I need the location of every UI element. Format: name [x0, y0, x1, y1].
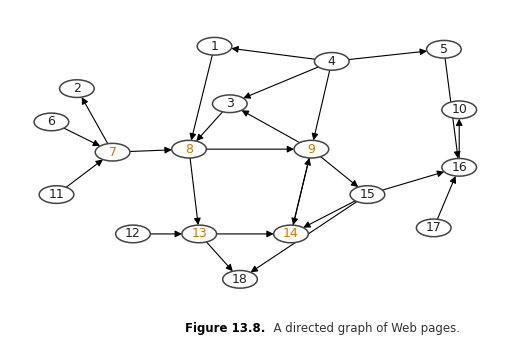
Ellipse shape	[172, 140, 207, 158]
Text: 11: 11	[49, 188, 64, 201]
Ellipse shape	[314, 53, 349, 70]
Text: 14: 14	[283, 227, 299, 240]
Text: 3: 3	[226, 97, 234, 110]
Text: 5: 5	[440, 43, 448, 56]
Text: 13: 13	[191, 227, 207, 240]
Text: 9: 9	[307, 143, 315, 155]
Text: 10: 10	[451, 103, 467, 116]
Text: 1: 1	[211, 40, 218, 53]
Ellipse shape	[34, 113, 68, 131]
Text: 4: 4	[328, 55, 336, 68]
Ellipse shape	[426, 41, 461, 58]
Ellipse shape	[442, 159, 476, 176]
Text: 7: 7	[108, 146, 117, 159]
Ellipse shape	[197, 37, 232, 55]
Ellipse shape	[294, 140, 329, 158]
Ellipse shape	[95, 143, 130, 161]
Text: 18: 18	[232, 273, 248, 286]
Ellipse shape	[442, 101, 476, 119]
Text: 6: 6	[47, 116, 55, 128]
Ellipse shape	[116, 225, 150, 243]
Text: 12: 12	[125, 227, 141, 240]
Ellipse shape	[212, 95, 247, 112]
Ellipse shape	[416, 219, 451, 237]
Ellipse shape	[182, 225, 217, 243]
Ellipse shape	[273, 225, 309, 243]
Text: 2: 2	[73, 82, 81, 95]
Ellipse shape	[350, 186, 385, 203]
Text: 15: 15	[359, 188, 375, 201]
Ellipse shape	[222, 270, 258, 288]
Text: 16: 16	[451, 161, 467, 174]
Text: Figure 13.8.: Figure 13.8.	[185, 322, 266, 335]
Text: A directed graph of Web pages.: A directed graph of Web pages.	[266, 322, 459, 335]
Text: 8: 8	[185, 143, 193, 155]
Text: 17: 17	[426, 222, 442, 234]
Ellipse shape	[59, 80, 94, 97]
Ellipse shape	[39, 186, 74, 203]
